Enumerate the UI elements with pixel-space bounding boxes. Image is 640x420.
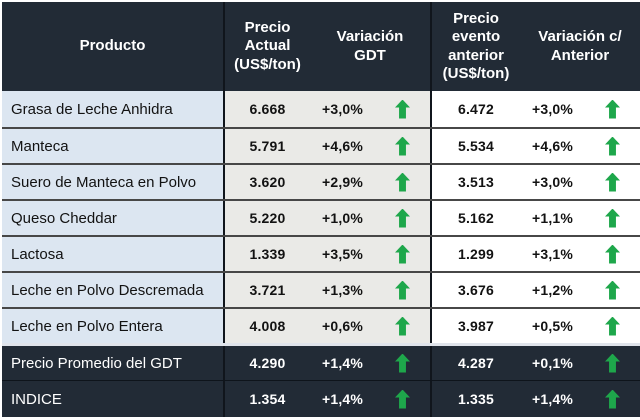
gdt-variation: +2,9% xyxy=(310,165,375,199)
table-row: Lactosa 1.339 +3,5% 1.299 +3,1% xyxy=(2,235,640,271)
trend-up-icon xyxy=(375,91,430,127)
product-name: Suero de Manteca en Polvo xyxy=(2,165,223,199)
current-price: 4.008 xyxy=(223,309,310,343)
current-price: 3.620 xyxy=(223,165,310,199)
current-price: 5.220 xyxy=(223,201,310,235)
trend-up-icon xyxy=(375,309,430,343)
table-header-row: Producto Precio Actual (US$/ton) Variaci… xyxy=(2,2,640,91)
trend-up-icon xyxy=(375,129,430,163)
previous-price: 5.534 xyxy=(430,129,520,163)
table-row: Leche en Polvo Entera 4.008 +0,6% 3.987 … xyxy=(2,307,640,343)
previous-variation: +1,4% xyxy=(520,381,585,417)
current-price: 4.290 xyxy=(223,346,310,380)
gdt-variation: +1,4% xyxy=(310,381,375,417)
product-name: Lactosa xyxy=(2,237,223,271)
trend-up-icon xyxy=(375,201,430,235)
trend-up-icon xyxy=(585,309,640,343)
column-header-variacion-anterior: Variación c/ Anterior xyxy=(520,2,640,91)
trend-up-icon xyxy=(375,381,430,417)
trend-up-icon xyxy=(585,91,640,127)
column-header-variacion-gdt: Variación GDT xyxy=(310,2,430,91)
summary-row-promedio: Precio Promedio del GDT 4.290 +1,4% 4.28… xyxy=(2,343,640,380)
gdt-variation: +4,6% xyxy=(310,129,375,163)
table-row: Manteca 5.791 +4,6% 5.534 +4,6% xyxy=(2,127,640,163)
column-header-producto: Producto xyxy=(2,2,223,91)
product-name: Grasa de Leche Anhidra xyxy=(2,91,223,127)
previous-price: 5.162 xyxy=(430,201,520,235)
table-row: Grasa de Leche Anhidra 6.668 +3,0% 6.472… xyxy=(2,91,640,127)
trend-up-icon xyxy=(585,346,640,380)
previous-variation: +3,0% xyxy=(520,91,585,127)
column-header-label: Variación GDT xyxy=(336,28,404,64)
previous-price: 6.472 xyxy=(430,91,520,127)
trend-up-icon xyxy=(585,237,640,271)
previous-price: 1.335 xyxy=(430,381,520,417)
column-header-label: Precio Actual (US$/ton) xyxy=(234,19,301,73)
trend-up-icon xyxy=(585,201,640,235)
product-name: Leche en Polvo Descremada xyxy=(2,273,223,307)
current-price: 6.668 xyxy=(223,91,310,127)
current-price: 5.791 xyxy=(223,129,310,163)
column-header-label: Precio evento anterior (US$/ton) xyxy=(442,9,510,82)
column-header-label: Producto xyxy=(79,37,146,55)
previous-variation: +0,5% xyxy=(520,309,585,343)
product-name: Leche en Polvo Entera xyxy=(2,309,223,343)
trend-up-icon xyxy=(375,165,430,199)
gdt-variation: +1,4% xyxy=(310,346,375,380)
previous-variation: +3,0% xyxy=(520,165,585,199)
trend-up-icon xyxy=(375,273,430,307)
gdt-variation: +3,0% xyxy=(310,91,375,127)
product-name: INDICE xyxy=(2,381,223,417)
previous-price: 3.987 xyxy=(430,309,520,343)
column-header-precio-evento-anterior: Precio evento anterior (US$/ton) xyxy=(430,2,520,91)
gdt-variation: +1,0% xyxy=(310,201,375,235)
table-row: Queso Cheddar 5.220 +1,0% 5.162 +1,1% xyxy=(2,199,640,235)
previous-variation: +0,1% xyxy=(520,346,585,380)
product-name: Manteca xyxy=(2,129,223,163)
previous-price: 4.287 xyxy=(430,346,520,380)
previous-variation: +4,6% xyxy=(520,129,585,163)
column-header-label: Variación c/ Anterior xyxy=(538,28,622,64)
trend-up-icon xyxy=(585,165,640,199)
trend-up-icon xyxy=(585,273,640,307)
gdt-variation: +3,5% xyxy=(310,237,375,271)
trend-up-icon xyxy=(585,129,640,163)
gdt-variation: +0,6% xyxy=(310,309,375,343)
current-price: 3.721 xyxy=(223,273,310,307)
trend-up-icon xyxy=(585,381,640,417)
trend-up-icon xyxy=(375,346,430,380)
table-row: Leche en Polvo Descremada 3.721 +1,3% 3.… xyxy=(2,271,640,307)
previous-variation: +1,1% xyxy=(520,201,585,235)
current-price: 1.354 xyxy=(223,381,310,417)
trend-up-icon xyxy=(375,237,430,271)
current-price: 1.339 xyxy=(223,237,310,271)
product-name: Queso Cheddar xyxy=(2,201,223,235)
previous-variation: +3,1% xyxy=(520,237,585,271)
column-header-precio-actual: Precio Actual (US$/ton) xyxy=(223,2,310,91)
previous-variation: +1,2% xyxy=(520,273,585,307)
product-name: Precio Promedio del GDT xyxy=(2,346,223,380)
previous-price: 3.676 xyxy=(430,273,520,307)
summary-row-indice: INDICE 1.354 +1,4% 1.335 +1,4% xyxy=(2,380,640,417)
table-row: Suero de Manteca en Polvo 3.620 +2,9% 3.… xyxy=(2,163,640,199)
previous-price: 3.513 xyxy=(430,165,520,199)
gdt-variation: +1,3% xyxy=(310,273,375,307)
previous-price: 1.299 xyxy=(430,237,520,271)
